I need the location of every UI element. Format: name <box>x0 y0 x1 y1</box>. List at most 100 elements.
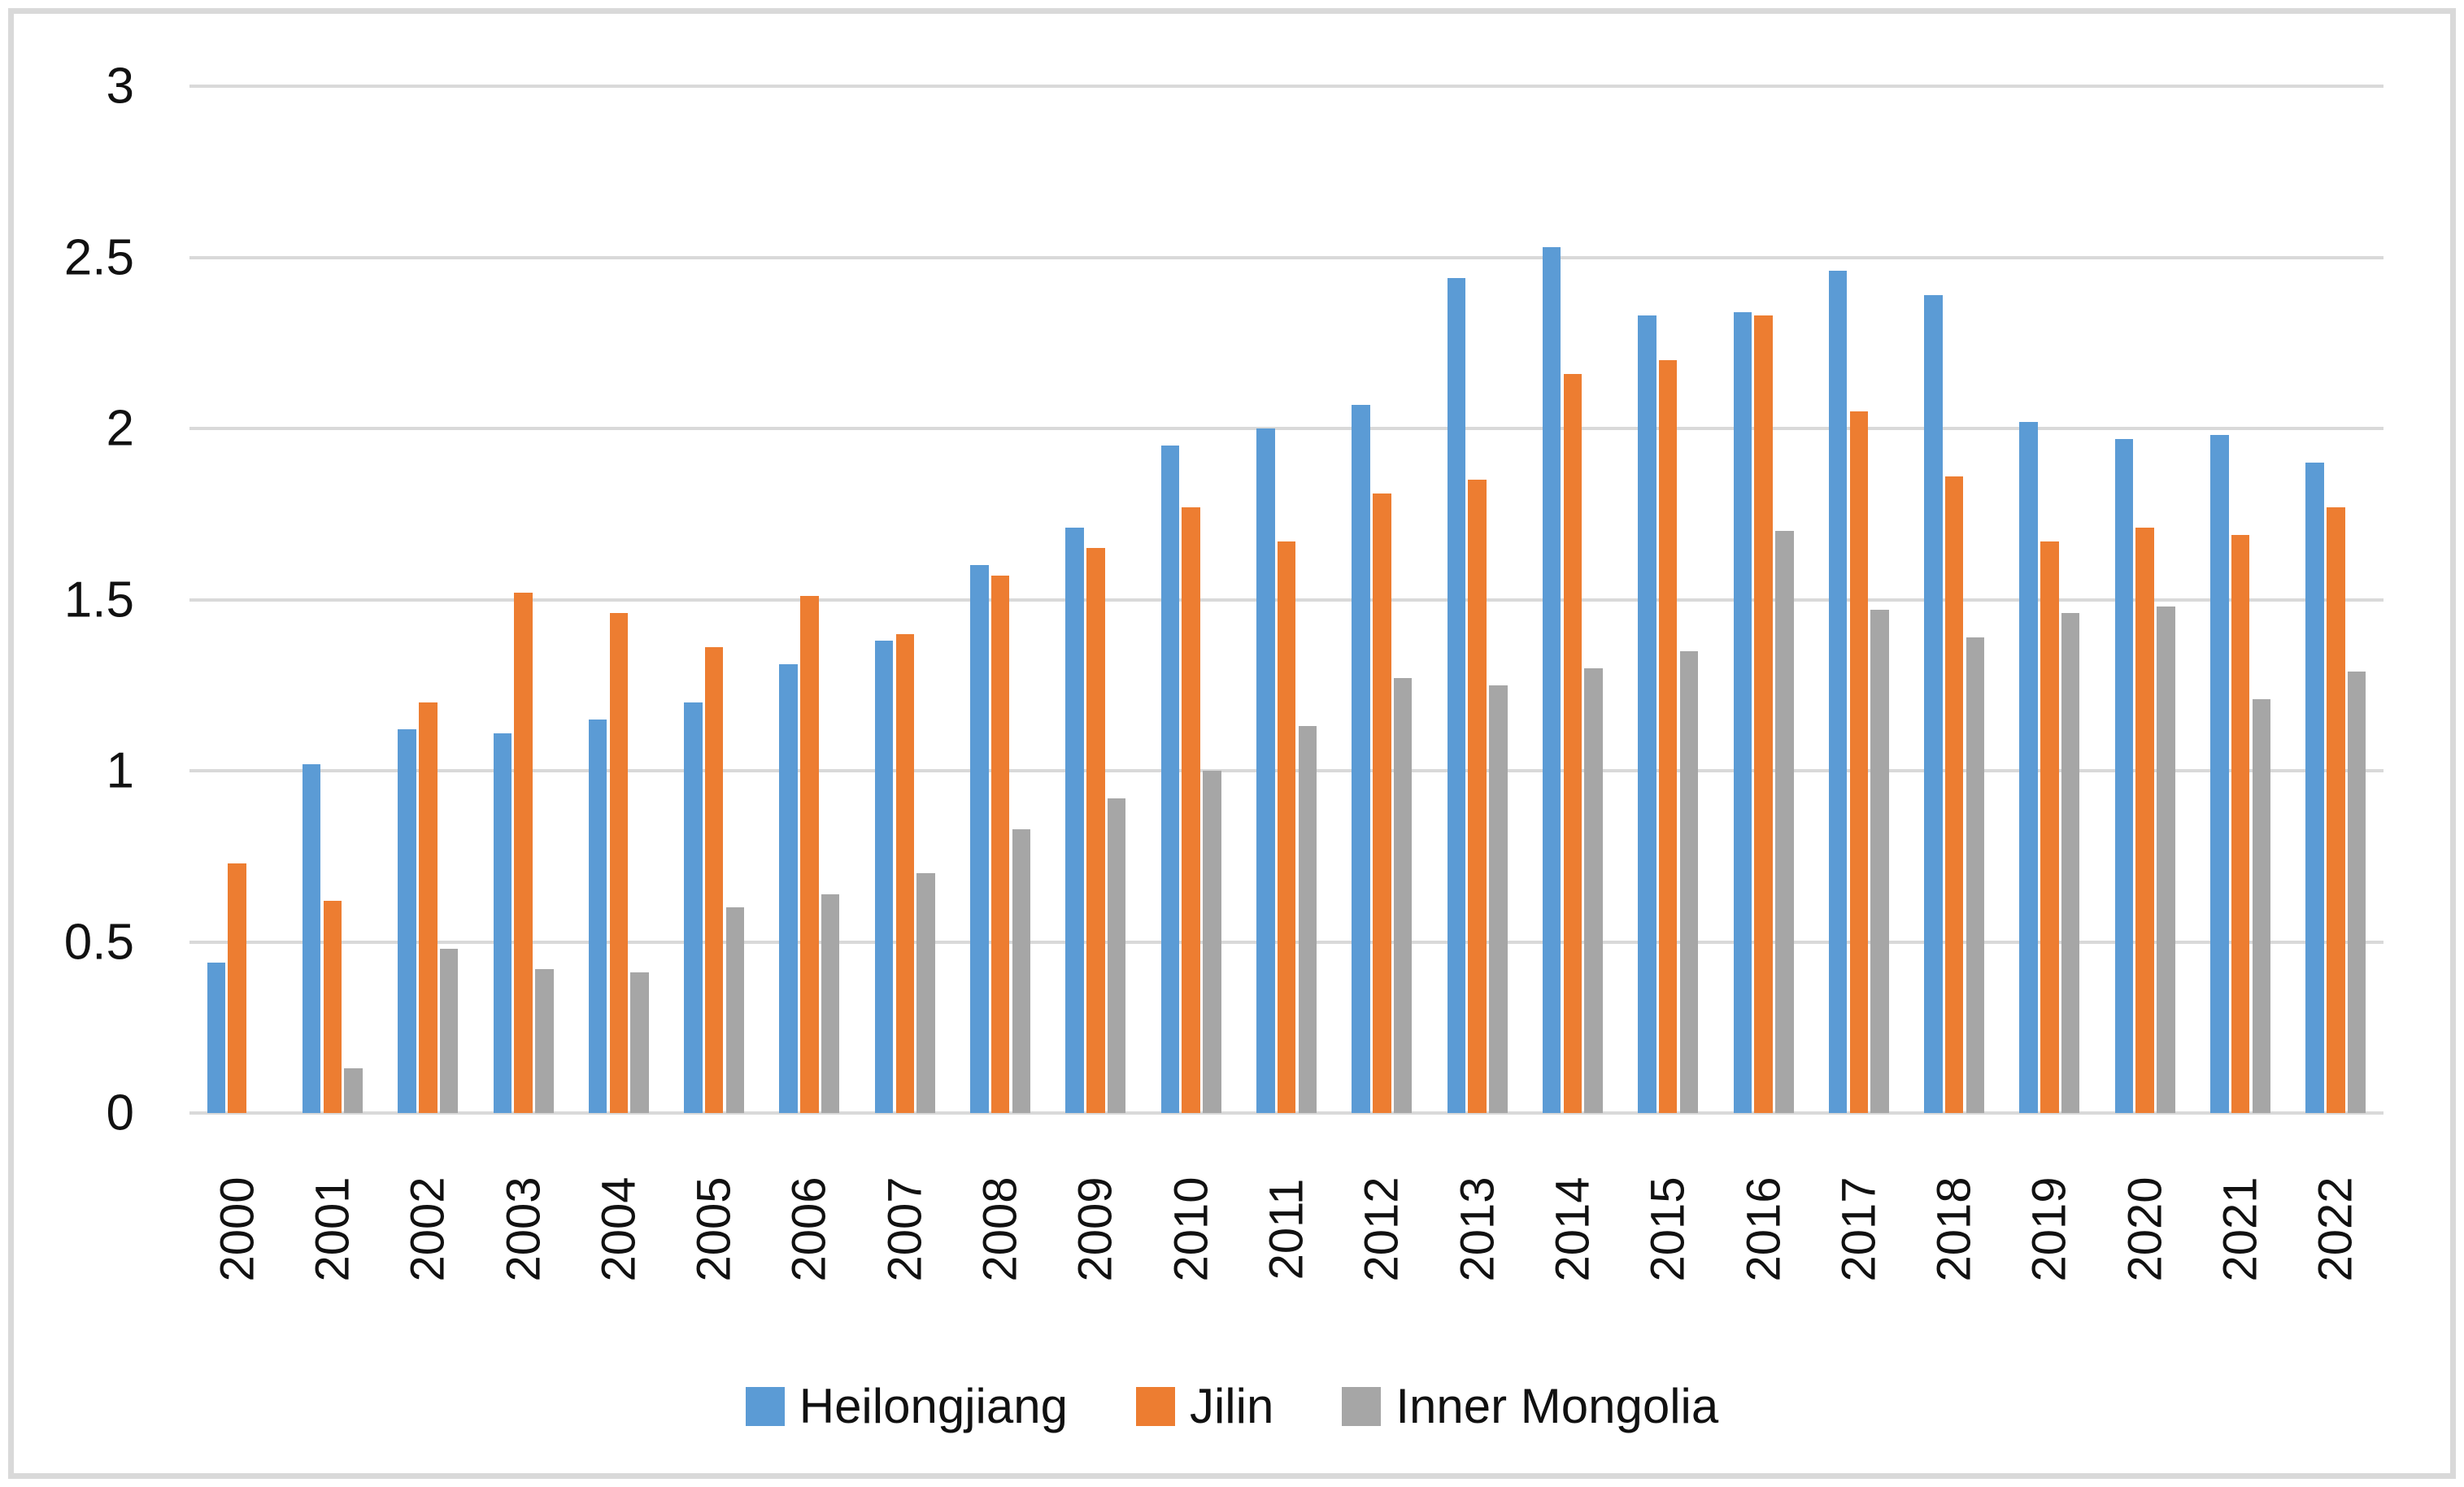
gridline-3 <box>189 85 2383 88</box>
bar-jilin-2007 <box>895 633 915 1113</box>
bar-heilongjiang-2007 <box>874 641 894 1113</box>
legend: Heilongjiang Jilin Inner Mongolia <box>0 1378 2464 1434</box>
x-tick-label-2000: 2000 <box>211 1176 264 1282</box>
bar-heilongjiang-2006 <box>779 664 798 1113</box>
bar-jilin-2017 <box>1849 411 1869 1113</box>
bar-inner-mongolia-2001 <box>344 1068 363 1113</box>
bar-inner-mongolia-2015 <box>1679 650 1699 1113</box>
bar-jilin-2013 <box>1468 480 1487 1113</box>
bar-jilin-2009 <box>1086 548 1105 1113</box>
bar-heilongjiang-2015 <box>1638 315 1656 1113</box>
legend-label: Inner Mongolia <box>1395 1379 1719 1433</box>
bar-inner-mongolia-2022 <box>2347 671 2366 1113</box>
bar-heilongjiang-2020 <box>2114 438 2134 1113</box>
x-tick-label-2020: 2020 <box>2118 1176 2172 1282</box>
bar-inner-mongolia-2013 <box>1489 685 1508 1113</box>
bar-inner-mongolia-2002 <box>439 948 459 1113</box>
bar-heilongjiang-2011 <box>1256 428 1275 1113</box>
y-tick-label-0.5: 0.5 <box>63 914 134 970</box>
bar-jilin-2003 <box>514 593 533 1113</box>
x-tick-label-2002: 2002 <box>401 1176 455 1282</box>
bar-jilin-2006 <box>800 596 819 1113</box>
legend-label: Heilongjiang <box>799 1379 1068 1433</box>
legend-item-heilongjiang: Heilongjiang <box>745 1378 1068 1434</box>
bar-jilin-2000 <box>228 863 246 1113</box>
bar-heilongjiang-2012 <box>1352 404 1370 1113</box>
bar-inner-mongolia-2005 <box>725 907 745 1113</box>
bar-jilin-2018 <box>1944 476 1964 1113</box>
x-tick-label-2017: 2017 <box>1832 1176 1886 1282</box>
y-tick-label-0: 0 <box>106 1085 134 1141</box>
bar-jilin-2010 <box>1182 507 1200 1113</box>
bar-jilin-2005 <box>704 647 724 1113</box>
bar-heilongjiang-2016 <box>1733 311 1752 1113</box>
x-tick-label-2016: 2016 <box>1737 1176 1791 1282</box>
y-tick-label-1: 1 <box>106 742 134 799</box>
bar-inner-mongolia-2010 <box>1203 771 1221 1113</box>
bar-inner-mongolia-2012 <box>1393 678 1413 1113</box>
x-tick-label-2021: 2021 <box>2214 1176 2267 1282</box>
bar-jilin-2011 <box>1277 541 1296 1113</box>
x-tick-label-2022: 2022 <box>2309 1176 2362 1282</box>
x-tick-label-2005: 2005 <box>687 1176 741 1282</box>
bar-inner-mongolia-2003 <box>535 969 554 1113</box>
gridline-2.5 <box>189 255 2383 259</box>
bar-heilongjiang-2018 <box>1924 294 1943 1113</box>
bar-inner-mongolia-2011 <box>1298 726 1317 1113</box>
bar-heilongjiang-2010 <box>1160 446 1180 1113</box>
bar-inner-mongolia-2008 <box>1012 828 1031 1113</box>
bar-inner-mongolia-2020 <box>2157 606 2175 1113</box>
x-tick-label-2012: 2012 <box>1355 1176 1408 1282</box>
y-tick-label-2: 2 <box>106 400 134 457</box>
bar-jilin-2019 <box>2040 541 2059 1113</box>
x-tick-label-2003: 2003 <box>497 1176 551 1282</box>
bar-jilin-2020 <box>2135 528 2154 1113</box>
bar-inner-mongolia-2007 <box>916 873 935 1113</box>
bar-jilin-2004 <box>609 613 629 1113</box>
bar-heilongjiang-2003 <box>493 733 512 1113</box>
bar-heilongjiang-2021 <box>2210 435 2229 1113</box>
legend-marker-icon <box>745 1386 785 1426</box>
bar-jilin-2014 <box>1563 373 1582 1113</box>
bar-inner-mongolia-2021 <box>2252 698 2271 1113</box>
bar-heilongjiang-2009 <box>1065 528 1084 1113</box>
bar-inner-mongolia-2004 <box>630 972 649 1113</box>
x-tick-label-2013: 2013 <box>1451 1176 1504 1282</box>
bar-jilin-2021 <box>2231 534 2250 1113</box>
x-tick-label-2019: 2019 <box>2022 1176 2076 1282</box>
x-tick-label-2004: 2004 <box>592 1176 646 1282</box>
x-tick-label-2015: 2015 <box>1641 1176 1695 1282</box>
bar-jilin-2008 <box>990 576 1010 1113</box>
bar-jilin-2015 <box>1658 359 1678 1113</box>
x-tick-label-2010: 2010 <box>1165 1176 1218 1282</box>
legend-item-jilin: Jilin <box>1135 1378 1274 1434</box>
y-tick-label-3: 3 <box>106 58 134 115</box>
bar-inner-mongolia-2019 <box>2061 613 2080 1113</box>
bar-heilongjiang-2017 <box>1828 271 1848 1113</box>
y-tick-label-1.5: 1.5 <box>63 572 134 628</box>
bar-inner-mongolia-2018 <box>1966 637 1985 1113</box>
gridline-2 <box>189 427 2383 430</box>
gridline-0 <box>189 1111 2383 1115</box>
bar-heilongjiang-2001 <box>302 763 321 1113</box>
bar-heilongjiang-2014 <box>1542 246 1561 1113</box>
bar-inner-mongolia-2016 <box>1775 531 1794 1113</box>
bar-heilongjiang-2008 <box>970 565 989 1113</box>
legend-label: Jilin <box>1189 1379 1274 1433</box>
bar-heilongjiang-2000 <box>207 962 226 1113</box>
bar-jilin-2016 <box>1754 315 1773 1113</box>
y-tick-label-2.5: 2.5 <box>63 229 134 285</box>
bar-heilongjiang-2022 <box>2305 463 2324 1113</box>
bar-heilongjiang-2019 <box>2019 421 2038 1113</box>
x-tick-label-2006: 2006 <box>782 1176 836 1282</box>
bar-jilin-2022 <box>2327 507 2345 1113</box>
x-tick-label-2011: 2011 <box>1260 1178 1313 1280</box>
bar-inner-mongolia-2014 <box>1584 667 1603 1113</box>
legend-item-inner-mongolia: Inner Mongolia <box>1342 1378 1718 1434</box>
bar-heilongjiang-2013 <box>1447 277 1466 1113</box>
x-tick-label-2008: 2008 <box>973 1176 1027 1282</box>
x-tick-label-2014: 2014 <box>1546 1176 1600 1282</box>
bar-jilin-2012 <box>1373 493 1391 1113</box>
x-tick-label-2009: 2009 <box>1069 1176 1122 1282</box>
